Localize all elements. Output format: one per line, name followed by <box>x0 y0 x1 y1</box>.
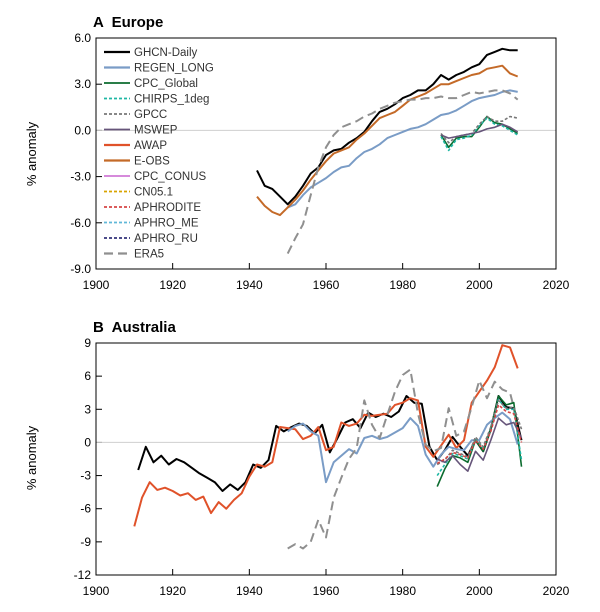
series-lines <box>256 47 519 255</box>
legend: GHCN-Daily REGEN_LONG CPC_Global CHIRPS_1de… <box>104 47 214 261</box>
x-tick-label: 1920 <box>159 278 186 292</box>
series-line-chirps-1deg <box>440 117 519 152</box>
y-tick-label: 9 <box>84 336 91 350</box>
y-tick-label: -9.0 <box>70 262 91 276</box>
series-line-era5 <box>286 89 519 255</box>
legend-label-awap: AWAP <box>134 140 167 152</box>
series-line-mswep <box>436 417 523 473</box>
x-tick-label: 1900 <box>83 278 110 292</box>
series-line-ghcn-daily <box>256 47 518 206</box>
y-tick-label: -6 <box>80 502 91 516</box>
series-line-ghcn-daily <box>137 395 523 492</box>
x-tick-label: 1980 <box>389 278 416 292</box>
y-tick-label: -12 <box>74 568 92 582</box>
legend-label-ghcn-daily: GHCN-Daily <box>134 47 198 59</box>
series-line-aphrodite <box>436 404 523 465</box>
x-tick-label: 1920 <box>159 584 186 598</box>
y-tick-label: -9 <box>80 535 91 549</box>
series-line-mswep <box>440 123 519 139</box>
y-tick-labels: 9 6 3 0 -3 -6 -9 -12 <box>74 336 102 582</box>
legend-label-aphrodite: APHRODITE <box>134 202 201 214</box>
series-line-chirps-1deg <box>436 398 523 477</box>
legend-label-aphro-ru: APHRO_RU <box>134 233 198 245</box>
series-line-gpcc <box>436 399 523 466</box>
panel-australia: B Australia % anomaly 9 6 3 0 -3 -6 -9 -12 1900… <box>24 319 570 598</box>
y-tick-labels: 6.0 3.0 0.0 -3.0 -6.0 -9.0 <box>70 31 102 276</box>
series-line-regen-long <box>287 89 518 209</box>
legend-label-gpcc: GPCC <box>134 109 167 121</box>
x-tick-label: 1940 <box>236 278 263 292</box>
legend-label-cpc-global: CPC_Global <box>134 78 198 90</box>
x-tick-label: 1900 <box>83 584 110 598</box>
x-tick-labels: 1900 1920 1940 1960 1980 2000 2020 <box>83 263 570 292</box>
legend-label-cpc-conus: CPC_CONUS <box>134 171 207 183</box>
series-lines <box>133 344 523 550</box>
y-axis-label: % anomaly <box>24 121 39 186</box>
panel-europe: A Europe % anomaly 6.0 3.0 0.0 -3.0 -6.0 -9.0… <box>24 14 570 292</box>
y-tick-label: -3 <box>80 469 91 483</box>
legend-label-chirps-1deg: CHIRPS_1deg <box>134 94 209 106</box>
x-tick-label: 2020 <box>543 278 570 292</box>
legend-label-e-obs: E-OBS <box>134 156 170 168</box>
panel-title: A Europe <box>93 14 163 31</box>
y-tick-label: 3 <box>84 402 91 416</box>
legend-label-cn05-1: CN05.1 <box>134 187 173 199</box>
legend-label-regen-long: REGEN_LONG <box>134 63 214 75</box>
y-tick-label: 6.0 <box>74 31 91 45</box>
x-tick-label: 1980 <box>389 584 416 598</box>
legend-label-aphro-me: APHRO_ME <box>134 218 199 230</box>
series-line-e-obs <box>256 64 519 217</box>
y-tick-label: -3.0 <box>70 170 91 184</box>
x-tick-label: 2000 <box>466 278 493 292</box>
plot-frame <box>95 342 557 576</box>
legend-label-mswep: MSWEP <box>134 125 178 137</box>
x-tick-label: 1960 <box>313 278 340 292</box>
y-axis-label: % anomaly <box>24 425 39 490</box>
series-line-era5 <box>287 368 519 550</box>
legend-label-era5: ERA5 <box>134 249 164 261</box>
x-tick-label: 1940 <box>236 584 263 598</box>
y-tick-label: 0 <box>84 435 91 449</box>
y-tick-label: 0.0 <box>74 123 91 137</box>
series-line-regen-long <box>287 411 519 484</box>
x-tick-labels: 1900 1920 1940 1960 1980 2000 2020 <box>83 569 570 598</box>
series-line-gpcc <box>440 115 518 144</box>
x-tick-label: 1960 <box>313 584 340 598</box>
plot-frame <box>95 37 557 270</box>
y-tick-label: 6 <box>84 369 91 383</box>
x-tick-label: 2000 <box>466 584 493 598</box>
y-tick-label: -6.0 <box>70 216 91 230</box>
series-line-awap <box>133 344 519 527</box>
y-tick-label: 3.0 <box>74 77 91 91</box>
panel-title: B Australia <box>93 319 176 336</box>
x-tick-label: 2020 <box>543 584 570 598</box>
